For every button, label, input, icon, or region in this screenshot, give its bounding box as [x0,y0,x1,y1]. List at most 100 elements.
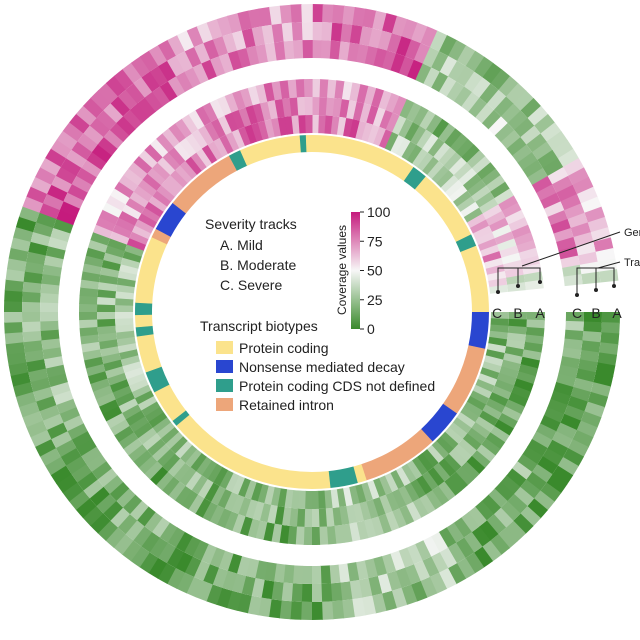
gene-coverage-cell [42,346,62,360]
transcript-coverage-cell [318,526,329,545]
transcript-coverage-cell [511,385,531,400]
transcript-coverage-cell [225,472,240,492]
gene-coverage-cell [56,209,77,226]
gene-coverage-cell [453,517,472,538]
transcript-coverage-cell [477,373,498,387]
gene-coverage-cell [500,103,522,124]
transcript-coverage-cell [224,511,239,531]
gene-bracket [497,267,541,290]
transcript-coverage-cell [98,281,117,292]
transcript-coverage-cell [238,107,252,127]
transcript-coverage-cell [198,125,214,145]
transcript-coverage-cell [197,478,214,499]
gene-coverage-cell [103,102,124,124]
gene-coverage-cell [547,439,569,458]
gene-coverage-cell [89,512,111,534]
gene-coverage-cell [280,582,294,602]
gene-coverage-cell [421,556,440,578]
transcript-coverage-cell [152,190,172,207]
transcript-coverage-cell [471,422,491,439]
gene-coverage-cell [148,44,168,67]
transcript-coverage-cell [120,257,141,269]
gene-coverage-cell [51,175,73,193]
transcript-coverage-cell [291,115,300,134]
transcript-coverage-cell [436,436,454,455]
transcript-coverage-cell [207,463,223,483]
transcript-coverage-cell [470,219,490,234]
transcript-coverage-cell [82,348,102,361]
gene-coverage-cell [556,184,578,203]
transcript-coverage-cell [122,360,142,373]
gene-coverage-cell [479,83,499,105]
biotype-label-retained-intron: Retained intron [239,397,334,413]
biotype-swatch-retained-intron [216,398,233,411]
transcript-coverage-cell [263,82,276,102]
transcript-track-letter-b: B [591,305,600,321]
transcript-coverage-cell [106,194,127,212]
transcript-coverage-cell [162,453,181,472]
transcript-coverage-cell [432,462,451,482]
transcript-coverage-cell [494,188,515,205]
transcript-coverage-cell [395,467,411,487]
gene-coverage-cell [109,122,130,143]
transcript-coverage-cell [497,412,518,430]
gene-coverage-cell [540,482,562,503]
transcript-coverage-cell [497,238,517,252]
gene-coverage-cell [166,567,185,589]
transcript-coverage-cell [475,231,495,246]
gene-coverage-cell [489,534,510,556]
gene-coverage-cell [76,167,97,185]
transcript-coverage-cell [287,79,298,99]
biotype-segment [135,236,168,304]
biotype-segment [312,135,414,182]
gene-coverage-cell [273,563,286,583]
gene-coverage-cell [39,202,61,219]
transcript-coverage-cell [105,245,125,258]
transcript-coverage-cell [467,213,487,229]
gene-coverage-cell [301,21,313,41]
gene-coverage-cell [311,565,322,585]
gene-coverage-cell [339,581,353,601]
transcript-coverage-cell [97,325,117,335]
transcript-coverage-cell [319,79,329,98]
gene-coverage-cell [19,205,40,223]
gene-coverage-cell [4,331,24,345]
gene-coverage-cell [382,50,397,71]
gene-coverage-cell [564,329,584,342]
transcript-coverage-cell [361,122,374,142]
transcript-coverage-cell [146,438,166,456]
gene-coverage-cell [34,438,56,457]
gene-coverage-cell [176,71,194,93]
biotype-segment [328,466,358,489]
transcript-coverage-cell [489,425,510,443]
gene-dot-c [496,290,500,294]
gene-coverage-cell [167,527,185,548]
biotype-segment [228,150,248,171]
transcript-coverage-cell [305,114,313,134]
gene-coverage-cell [547,167,569,185]
gene-coverage-cell [86,453,107,472]
gene-coverage-cell [140,531,160,553]
gene-coverage-cell [329,564,341,584]
transcript-coverage-cell [419,110,436,130]
gene-coverage-cell [506,468,527,488]
transcript-coverage-cell [385,93,400,113]
coverage-colorbar: Coverage values 0 25 50 75 100 [335,204,391,337]
gene-coverage-cell [488,116,509,137]
transcript-coverage-cell [355,120,367,141]
transcript-coverage-cell [341,523,353,543]
gene-coverage-cell [23,270,43,284]
transcript-coverage-cell [251,122,264,142]
gene-coverage-cell [221,570,238,591]
gene-coverage-cell [96,110,117,130]
transcript-coverage-cell [378,475,393,495]
gene-coverage-cell [23,339,43,353]
gene-coverage-cell [218,550,234,571]
transcript-coverage-cell [378,494,393,515]
transcript-coverage-cell [134,390,154,405]
gene-coverage-cell [415,63,432,84]
transcript-coverage-cell [401,141,417,161]
transcript-coverage-cell [508,217,529,232]
transcript-coverage-cell [123,437,143,456]
gene-coverage-cell [431,71,449,93]
